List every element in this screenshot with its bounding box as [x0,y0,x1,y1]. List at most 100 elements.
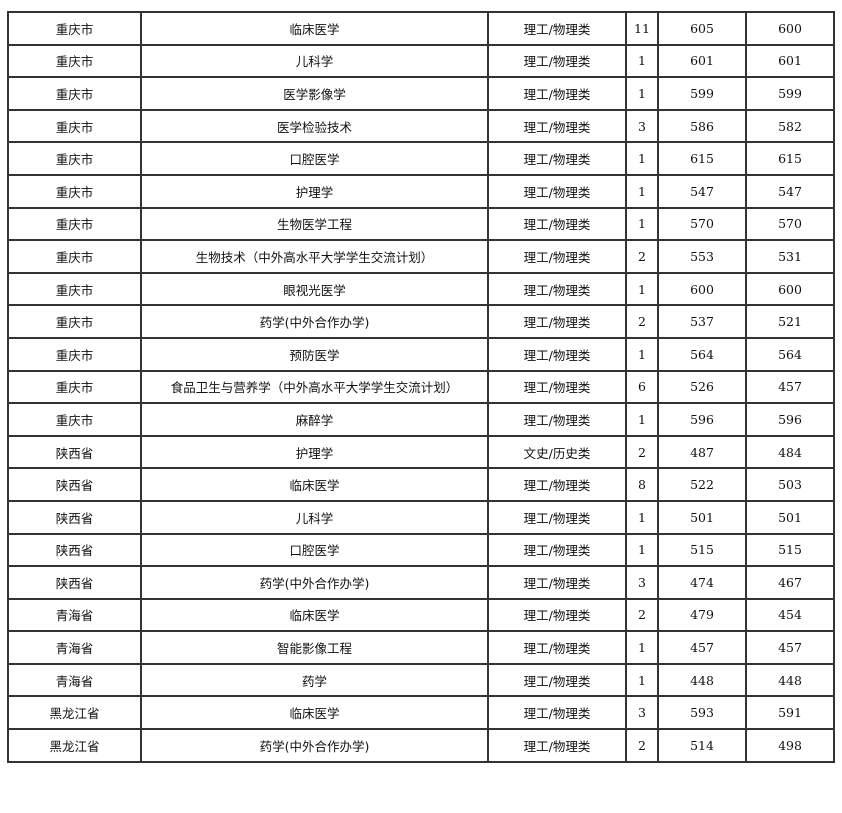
min-score-cell: 498 [745,728,835,763]
max-score-cell: 526 [657,369,747,405]
category-cell: 理工/物理类 [487,499,627,535]
max-score-cell: 537 [657,304,747,339]
major-cell: 医学影像学 [140,76,489,111]
category-cell: 理工/物理类 [487,11,627,46]
max-score-cell: 596 [657,402,747,437]
count-cell: 11 [625,11,659,46]
major-cell: 食品卫生与营养学（中外高水平大学学生交流计划） [140,369,489,405]
category-cell: 文史/历史类 [487,434,627,470]
category-cell: 理工/物理类 [487,108,627,144]
table-row: 陕西省 口腔医学 理工/物理类 1 515 515 [7,532,835,568]
min-score-cell: 501 [745,499,835,535]
min-score-cell: 521 [745,304,835,339]
table-row: 黑龙江省 临床医学 理工/物理类 3 593 591 [7,695,835,731]
min-score-cell: 570 [745,206,835,242]
major-cell: 智能影像工程 [140,630,489,665]
max-score-cell: 474 [657,565,747,600]
province-cell: 重庆市 [7,173,142,209]
max-score-cell: 547 [657,173,747,209]
table-row: 重庆市 口腔医学 理工/物理类 1 615 615 [7,141,835,176]
count-cell: 6 [625,369,659,405]
province-cell: 陕西省 [7,499,142,535]
province-cell: 青海省 [7,630,142,665]
province-cell: 陕西省 [7,532,142,568]
major-cell: 临床医学 [140,695,489,731]
major-cell: 口腔医学 [140,141,489,176]
count-cell: 1 [625,43,659,79]
min-score-cell: 515 [745,532,835,568]
min-score-cell: 601 [745,43,835,79]
major-cell: 药学(中外合作办学) [140,728,489,763]
table-row: 重庆市 医学检验技术 理工/物理类 3 586 582 [7,108,835,144]
max-score-cell: 448 [657,662,747,698]
table-row: 重庆市 生物医学工程 理工/物理类 1 570 570 [7,206,835,242]
count-cell: 2 [625,304,659,339]
min-score-cell: 457 [745,369,835,405]
max-score-cell: 599 [657,76,747,111]
major-cell: 护理学 [140,173,489,209]
category-cell: 理工/物理类 [487,532,627,568]
count-cell: 1 [625,532,659,568]
category-cell: 理工/物理类 [487,467,627,502]
count-cell: 1 [625,630,659,665]
category-cell: 理工/物理类 [487,76,627,111]
major-cell: 药学 [140,662,489,698]
count-cell: 1 [625,662,659,698]
table-row: 重庆市 医学影像学 理工/物理类 1 599 599 [7,76,835,111]
province-cell: 重庆市 [7,11,142,46]
major-cell: 临床医学 [140,467,489,502]
count-cell: 2 [625,597,659,633]
min-score-cell: 591 [745,695,835,731]
max-score-cell: 457 [657,630,747,665]
major-cell: 眼视光医学 [140,271,489,307]
count-cell: 3 [625,108,659,144]
major-cell: 口腔医学 [140,532,489,568]
max-score-cell: 515 [657,532,747,568]
count-cell: 1 [625,402,659,437]
min-score-cell: 615 [745,141,835,176]
min-score-cell: 564 [745,336,835,372]
table-row: 重庆市 麻醉学 理工/物理类 1 596 596 [7,402,835,437]
category-cell: 理工/物理类 [487,662,627,698]
major-cell: 生物技术（中外高水平大学学生交流计划） [140,239,489,274]
province-cell: 黑龙江省 [7,728,142,763]
category-cell: 理工/物理类 [487,728,627,763]
province-cell: 重庆市 [7,336,142,372]
table-row: 陕西省 临床医学 理工/物理类 8 522 503 [7,467,835,502]
min-score-cell: 600 [745,271,835,307]
min-score-cell: 448 [745,662,835,698]
province-cell: 重庆市 [7,271,142,307]
table-row: 青海省 药学 理工/物理类 1 448 448 [7,662,835,698]
count-cell: 2 [625,728,659,763]
major-cell: 医学检验技术 [140,108,489,144]
major-cell: 药学(中外合作办学) [140,565,489,600]
category-cell: 理工/物理类 [487,271,627,307]
max-score-cell: 501 [657,499,747,535]
max-score-cell: 514 [657,728,747,763]
admission-scores-table: 重庆市 临床医学 理工/物理类 11 605 600 重庆市 儿科学 理工/物理类 1 601 601… [7,11,835,763]
major-cell: 儿科学 [140,43,489,79]
table-row: 青海省 临床医学 理工/物理类 2 479 454 [7,597,835,633]
major-cell: 临床医学 [140,597,489,633]
min-score-cell: 531 [745,239,835,274]
count-cell: 1 [625,206,659,242]
table-row: 重庆市 儿科学 理工/物理类 1 601 601 [7,43,835,79]
province-cell: 重庆市 [7,76,142,111]
category-cell: 理工/物理类 [487,695,627,731]
count-cell: 1 [625,173,659,209]
count-cell: 1 [625,336,659,372]
min-score-cell: 600 [745,11,835,46]
table-row: 重庆市 眼视光医学 理工/物理类 1 600 600 [7,271,835,307]
province-cell: 重庆市 [7,239,142,274]
province-cell: 重庆市 [7,304,142,339]
table-row: 青海省 智能影像工程 理工/物理类 1 457 457 [7,630,835,665]
table-row: 重庆市 护理学 理工/物理类 1 547 547 [7,173,835,209]
max-score-cell: 487 [657,434,747,470]
table-row: 重庆市 预防医学 理工/物理类 1 564 564 [7,336,835,372]
major-cell: 药学(中外合作办学) [140,304,489,339]
max-score-cell: 553 [657,239,747,274]
major-cell: 儿科学 [140,499,489,535]
table-row: 重庆市 临床医学 理工/物理类 11 605 600 [7,11,835,46]
category-cell: 理工/物理类 [487,402,627,437]
category-cell: 理工/物理类 [487,369,627,405]
